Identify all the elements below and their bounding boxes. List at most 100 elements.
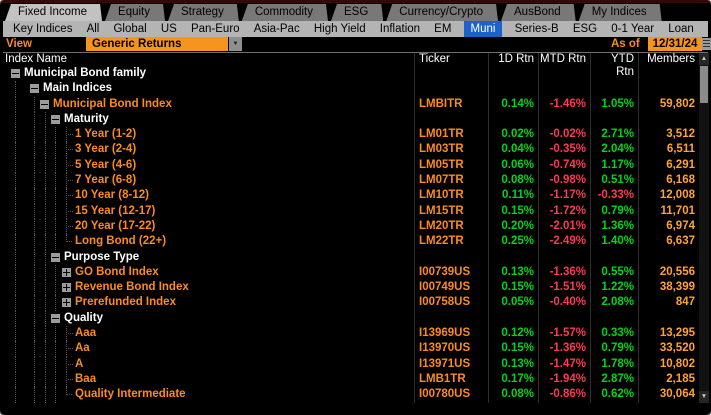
one-day-return-cell: 0.06% [488,157,538,174]
tree-guide-line [34,96,35,112]
table-row[interactable]: Long Bond (22+) LM22TR 0.25% -2.49% 1.40% 6,6… [3,234,699,250]
tree-guide-line [15,173,16,189]
table-row[interactable]: GO Bond Index I00739US 0.13% -1.36% 0.55% 20,… [3,264,699,281]
tree-guide-line [15,326,16,342]
tree-guide-line [34,218,35,235]
tab-esg[interactable]: ESG [331,4,383,21]
tab-fixed-income[interactable]: Fixed Income [5,4,102,21]
ticker-cell: I00739US [414,264,488,281]
tree-guide-line [34,203,35,219]
scrollbar-down-icon[interactable]: ▼ [699,391,709,403]
subtab-inflation[interactable]: Inflation [379,23,421,35]
table-row[interactable]: 7 Year (6-8) LM07TR 0.08% -0.98% 0.51% 6,168 [3,173,699,189]
tab-my-indices[interactable]: My Indices [579,4,662,21]
table-row[interactable]: 10 Year (8-12) LM10TR 0.11% -1.17% -0.33% 12,… [3,188,699,204]
tree-guide-line [55,295,56,311]
collapse-toggle-icon[interactable] [11,69,20,78]
table-row[interactable]: Quality Intermediate I00780US 0.08% -0.86% 0… [3,387,699,403]
subtab-loan[interactable]: Loan [668,23,694,35]
members-cell: 30,064 [638,387,699,403]
tree-guide-line [34,249,35,265]
tab-currency-crypto[interactable]: Currency/Crypto [386,4,498,21]
tab-strategy[interactable]: Strategy [168,4,239,21]
table-row[interactable]: 5 Year (4-6) LM05TR 0.06% -0.74% 1.17% 6,291 [3,157,699,174]
ticker-cell: I00780US [414,387,488,403]
column-header-1d-rtn[interactable]: 1D Rtn [488,53,538,66]
ytd-return-cell: 2.08% [590,295,638,311]
table-row[interactable]: Municipal Bond Index LMBITR 0.14% -1.46% 1.0… [3,96,699,112]
tab-ausbond[interactable]: AusBond [501,4,576,21]
table-row[interactable]: 15 Year (12-17) LM15TR 0.15% -1.72% 0.79% 11,… [3,203,699,219]
subtab-muni[interactable]: Muni [463,21,503,37]
scrollbar-thumb[interactable] [700,66,708,103]
table-row[interactable]: Baa LMB1TR 0.17% -1.94% 2.87% 2,185 [3,371,699,388]
tree-guide-line [55,188,56,204]
subtab-asia-pac[interactable]: Asia-Pac [253,23,300,35]
as-of-date-field[interactable]: 12/31/24 [648,37,702,51]
collapse-toggle-icon[interactable] [30,84,39,94]
mtd-return-cell: -0.86% [538,387,590,403]
subtab-high-yield[interactable]: High Yield [313,23,366,35]
table-row[interactable]: Aaa I13969US 0.12% -1.57% 0.33% 13,295 [3,326,699,342]
column-header-mtd-rtn[interactable]: MTD Rtn [538,53,590,66]
tree-guide-line [45,203,46,219]
table-row[interactable]: Quality [3,310,699,327]
subtab-key-indices[interactable]: Key Indices [13,23,73,35]
members-cell: 3,512 [638,127,699,143]
ytd-return-cell: 2.87% [590,371,638,388]
expand-toggle-icon[interactable] [62,267,71,277]
collapse-toggle-icon[interactable] [40,99,49,109]
column-header-ytd-rtn[interactable]: YTD Rtn [590,53,638,78]
table-row[interactable]: Main Indices [3,81,699,97]
view-dropdown[interactable]: Generic Returns [86,37,228,51]
column-header-index-name[interactable]: Index Name [5,53,68,65]
column-header-ticker[interactable]: Ticker [414,53,488,66]
collapse-toggle-icon[interactable] [51,114,60,124]
ticker-cell: LM15TR [414,203,488,219]
index-name-label: A [75,357,84,370]
calendar-icon[interactable] [702,38,711,50]
scrollbar-up-icon[interactable]: ▲ [699,53,709,65]
tree-branch-connector [66,356,73,372]
expand-toggle-icon[interactable] [62,298,71,308]
header-divider [3,52,708,53]
index-name-cell: 5 Year (4-6) [3,157,414,174]
table-row[interactable]: 20 Year (17-22) LM20TR 0.20% -2.01% 1.36% 6,9… [3,218,699,235]
subtab-us[interactable]: US [160,23,177,35]
members-cell: 33,520 [638,341,699,357]
one-day-return-cell: 0.14% [488,96,538,112]
table-row[interactable]: Maturity [3,111,699,128]
one-day-return-cell: 0.02% [488,127,538,143]
table-row[interactable]: Purpose Type [3,249,699,265]
subtab-series-b[interactable]: Series-B [514,23,559,35]
vertical-scrollbar[interactable]: ▲ ▼ [699,53,709,403]
column-header-members[interactable]: Members [638,53,699,66]
collapse-toggle-icon[interactable] [51,252,60,262]
one-day-return-cell: 0.25% [488,234,538,250]
subtab-esg[interactable]: ESG [572,23,598,35]
table-row[interactable]: Municipal Bond family [3,66,699,82]
table-row[interactable]: Revenue Bond Index I00749US 0.15% -1.51% 1.2… [3,280,699,296]
dropdown-arrow-icon[interactable]: ▼ [229,37,242,51]
subtab-em[interactable]: EM [434,23,452,35]
table-row[interactable]: Aa I13970US 0.15% -1.36% 0.79% 33,520 [3,341,699,357]
subtab-all[interactable]: All [86,23,100,35]
mtd-return-cell [538,310,590,327]
ytd-return-cell: 1.40% [590,234,638,250]
tab-commodity[interactable]: Commodity [242,4,328,21]
table-row[interactable]: 3 Year (2-4) LM03TR 0.04% -0.35% 2.04% 6,511 [3,142,699,158]
subtab-0-1-year[interactable]: 0-1 Year [611,23,655,35]
table-row[interactable]: 1 Year (1-2) LM01TR 0.02% -0.02% 2.71% 3,512 [3,127,699,143]
tree-guide-line [15,249,16,265]
tree-guide-line [55,127,56,143]
table-row[interactable]: A I13971US 0.13% -1.47% 1.78% 10,802 [3,356,699,372]
subtab-global[interactable]: Global [113,23,147,35]
collapse-toggle-icon[interactable] [51,313,60,323]
tab-equity[interactable]: Equity [105,4,165,21]
table-row[interactable]: Prerefunded Index I00758US 0.05% -0.40% 2.08… [3,295,699,311]
tree-guide-line [45,127,46,143]
tree-branch-connector [66,218,73,235]
expand-toggle-icon[interactable] [62,283,71,293]
subtab-pan-euro[interactable]: Pan-Euro [190,23,240,35]
tree-branch-connector [66,157,73,174]
